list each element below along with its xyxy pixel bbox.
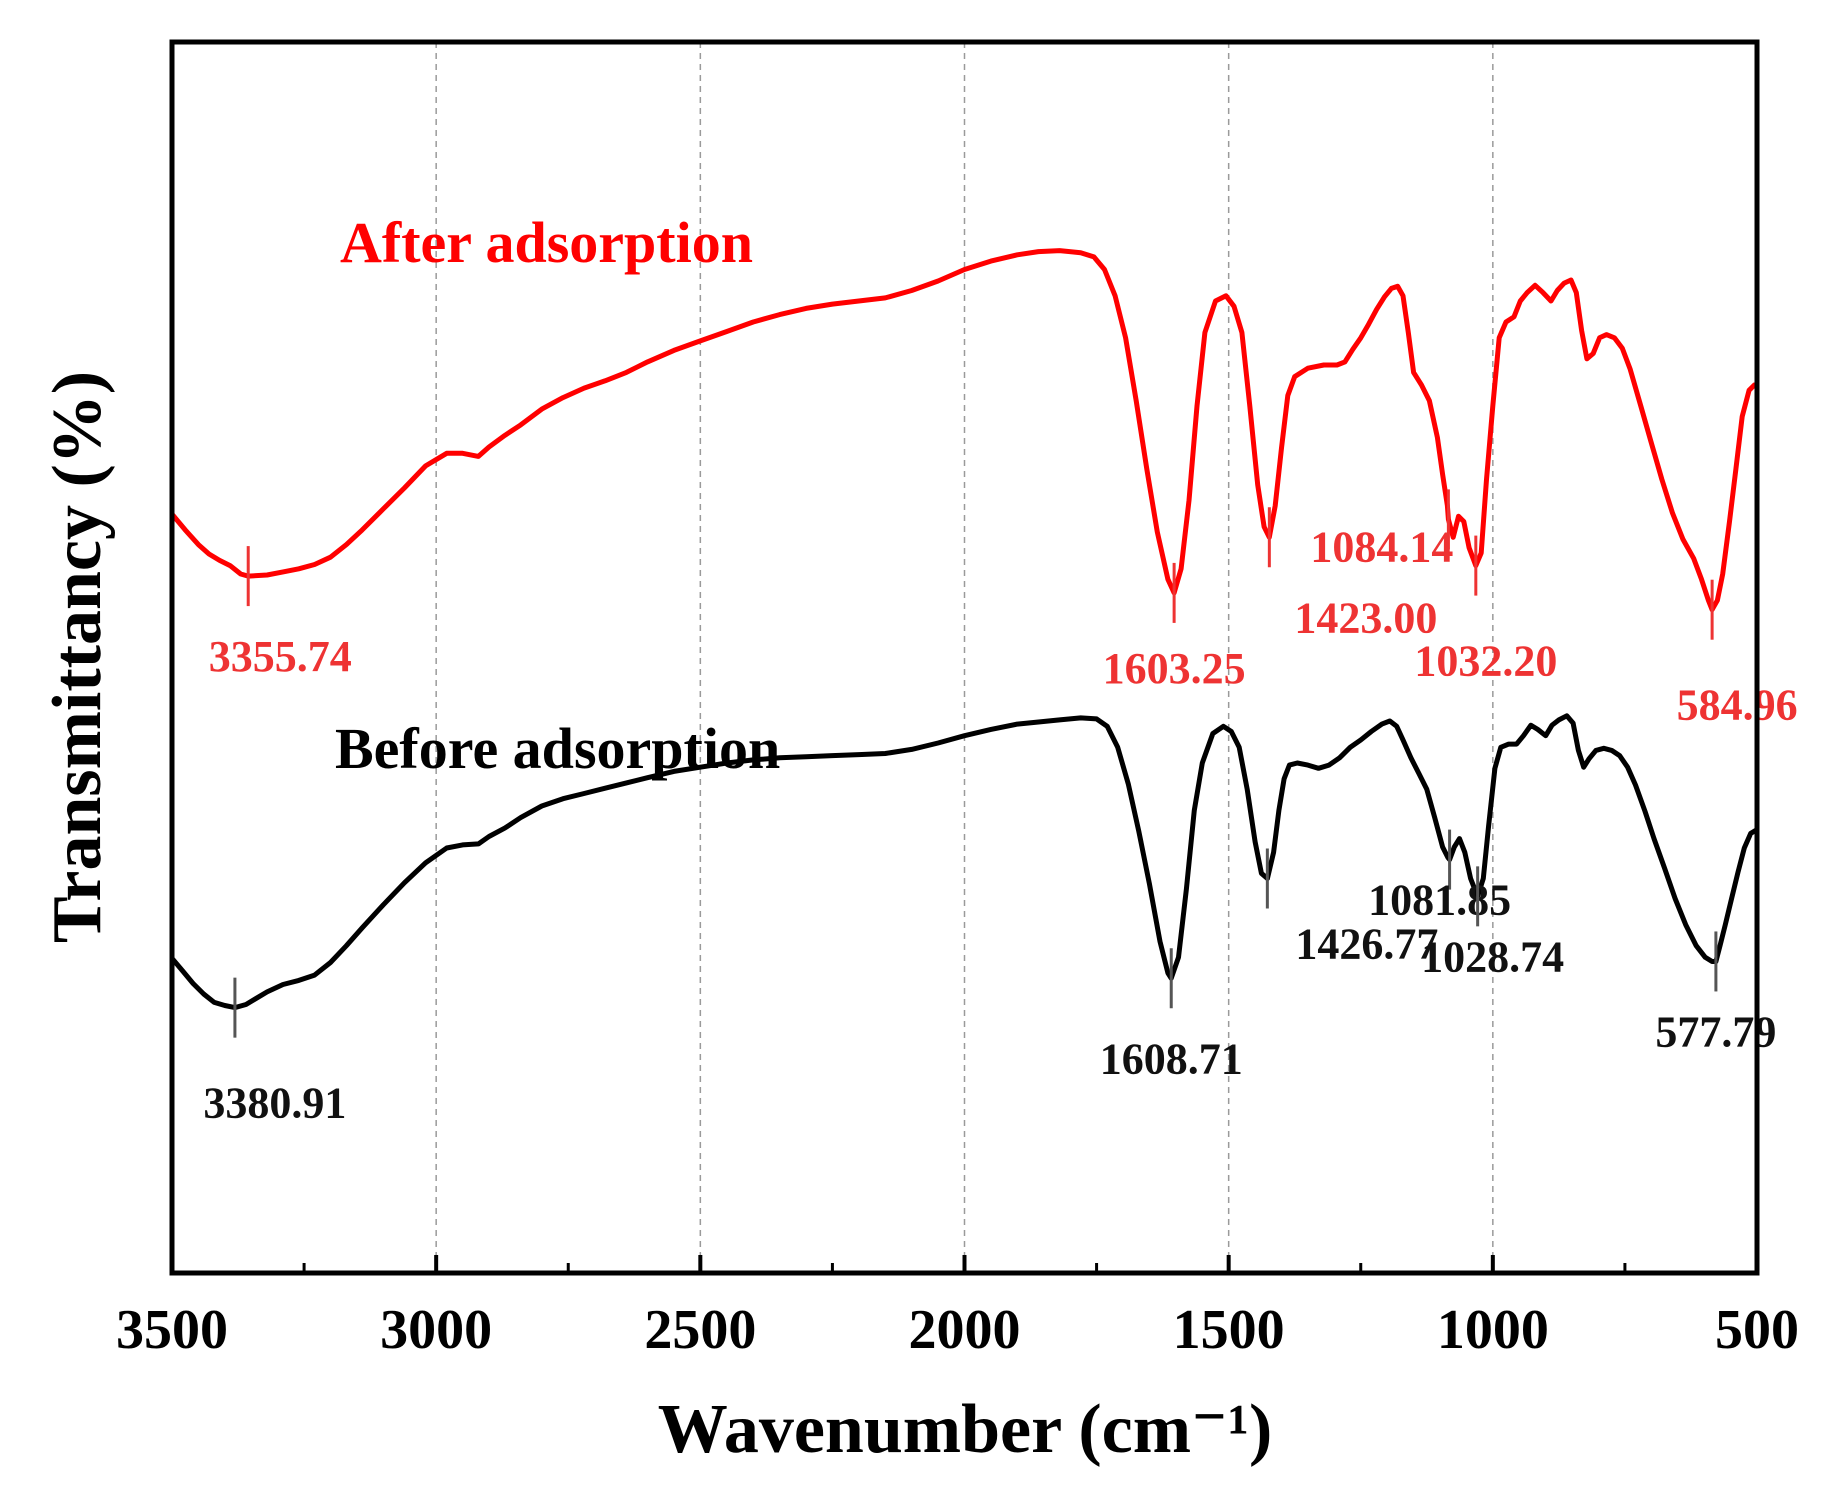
x-tick-label-1000: 1000 <box>1437 1299 1549 1361</box>
x-axis-title: Wavenumber (cm⁻¹) <box>658 1391 1273 1468</box>
peak-label-1032.20: 1032.20 <box>1414 637 1557 686</box>
peak-label-1081.85: 1081.85 <box>1368 876 1511 925</box>
peak-label-1608.71: 1608.71 <box>1100 1034 1243 1083</box>
peak-label-3380.91: 3380.91 <box>203 1079 346 1128</box>
peak-label-3355.74: 3355.74 <box>209 632 352 681</box>
series-line-after-adsorption <box>169 248 1760 613</box>
legend-before-adsorption: Before adsorption <box>335 716 780 781</box>
x-tick-label-2000: 2000 <box>909 1299 1021 1361</box>
x-tick-label-2500: 2500 <box>644 1299 756 1361</box>
x-tick-label-1500: 1500 <box>1173 1299 1285 1361</box>
peak-label-1084.14: 1084.14 <box>1310 522 1453 571</box>
x-tick-label-3500: 3500 <box>116 1299 228 1361</box>
x-tick-label-500: 500 <box>1715 1299 1799 1361</box>
legend-after-adsorption: After adsorption <box>340 210 753 275</box>
peak-label-584.96: 584.96 <box>1677 681 1798 730</box>
x-axis-ticks: 3500 3000 2500 2000 1500 1000 500 <box>116 1255 1799 1361</box>
peak-label-1423.00: 1423.00 <box>1294 593 1437 642</box>
peak-label-1028.74: 1028.74 <box>1421 932 1564 981</box>
x-tick-label-3000: 3000 <box>380 1299 492 1361</box>
peak-label-1603.25: 1603.25 <box>1103 644 1246 693</box>
grid-lines <box>435 42 1494 1273</box>
y-axis-title: Transmittancy (%) <box>39 371 116 943</box>
peak-markers: 3355.74 1603.25 1423.00 1084.14 1032.20 584.9… <box>203 489 1798 1128</box>
peak-label-1426.77: 1426.77 <box>1295 920 1438 969</box>
